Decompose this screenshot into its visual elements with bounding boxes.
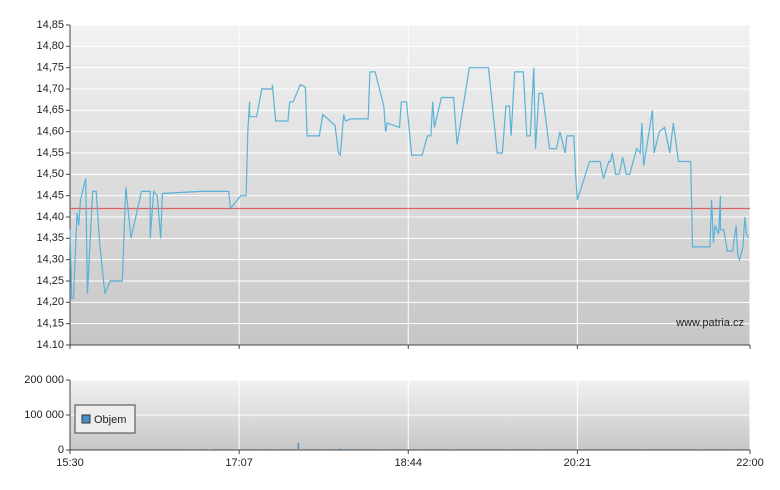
y-tick-label: 14,40 — [36, 211, 64, 223]
y-tick-label: 14.10 — [36, 339, 64, 351]
y-tick-label: 14,15 — [36, 318, 64, 330]
y-tick-label: 14,25 — [36, 275, 64, 287]
legend-swatch — [81, 414, 91, 424]
y-tick-label: 14,75 — [36, 62, 64, 74]
x-tick-label: 20:21 — [564, 457, 592, 469]
y-tick-label: 14,50 — [36, 168, 64, 180]
volume-bar — [278, 449, 280, 450]
y-tick-label: 14,65 — [36, 104, 64, 116]
volume-bar — [696, 449, 699, 450]
price-line — [69, 67, 749, 299]
y-tick-label: 200 000 — [24, 374, 64, 386]
price-plot-area — [70, 25, 750, 345]
volume-bar — [348, 448, 350, 450]
volume-bar — [208, 449, 211, 450]
y-tick-label: 14,60 — [36, 126, 64, 138]
y-tick-label: 0 — [58, 444, 64, 456]
volume-bar — [505, 449, 507, 450]
volume-bar — [417, 449, 420, 450]
legend-box — [74, 404, 136, 434]
volume-bar — [297, 443, 300, 450]
y-tick-label: 14,30 — [36, 254, 64, 266]
y-tick-label: 14,80 — [36, 40, 64, 52]
y-tick-label: 14,85 — [36, 19, 64, 31]
volume-bar — [322, 449, 324, 450]
volume-bar — [339, 448, 342, 450]
y-tick-label: 100 000 — [24, 409, 64, 421]
volume-bar — [261, 449, 263, 450]
volume-bar — [452, 449, 455, 450]
volume-bar — [240, 448, 242, 450]
y-tick-label: 14,70 — [36, 83, 64, 95]
y-tick-label: 14,35 — [36, 232, 64, 244]
y-tick-label: 14,20 — [36, 296, 64, 308]
volume-bar — [383, 449, 385, 450]
x-tick-label: 15:30 — [56, 457, 84, 469]
watermark: www.patria.cz — [675, 317, 744, 329]
volume-bar — [540, 449, 542, 450]
volume-bar — [644, 449, 647, 450]
x-tick-label: 18:44 — [394, 457, 422, 469]
y-tick-label: 14,45 — [36, 190, 64, 202]
x-tick-label: 17:07 — [225, 457, 253, 469]
legend-label: Objem — [94, 414, 126, 426]
volume-bar — [592, 449, 594, 450]
x-tick-label: 22:00 — [736, 457, 764, 469]
volume-bar — [731, 449, 734, 450]
y-tick-label: 14,55 — [36, 147, 64, 159]
volume-bar — [191, 449, 193, 450]
